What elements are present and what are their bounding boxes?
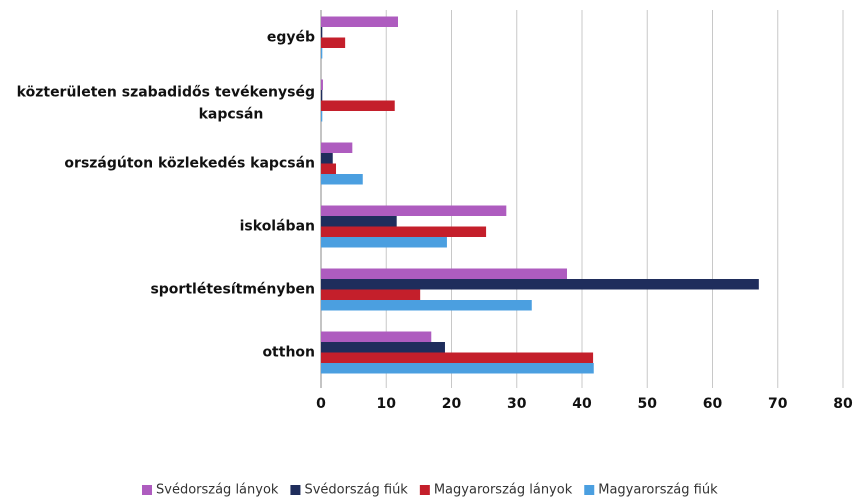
x-tick-label: 30 (507, 396, 527, 412)
x-tick-label: 10 (377, 396, 397, 412)
y-tick-label: egyéb (267, 30, 315, 46)
legend-swatch (290, 485, 301, 495)
x-tick-label: 40 (572, 396, 592, 412)
bar (321, 27, 323, 38)
y-tick-label: sportlétesítményben (150, 282, 315, 298)
legend-swatch (419, 485, 430, 495)
bar (321, 352, 594, 363)
x-tick-label: 60 (703, 396, 723, 412)
bar (321, 331, 432, 342)
bar (321, 100, 395, 111)
bar (321, 79, 323, 90)
bar (321, 174, 363, 185)
bar (321, 363, 594, 374)
bar (321, 153, 333, 164)
y-tick-label: iskolában (240, 219, 315, 235)
bar (321, 237, 447, 248)
legend-label: Svédország lányok (156, 483, 279, 498)
bar (321, 16, 398, 27)
x-tick-label: 50 (638, 396, 658, 412)
y-tick-label: országúton közlekedés kapcsán (64, 156, 315, 172)
bar (321, 163, 337, 174)
x-tick-label: 70 (768, 396, 788, 412)
legend-label: Svédország fiúk (304, 483, 408, 498)
x-tick-label: 80 (833, 396, 853, 412)
bar (321, 48, 323, 59)
bar (321, 268, 567, 279)
bar (321, 279, 759, 290)
bar (321, 300, 532, 311)
y-tick-label: otthon (262, 345, 315, 361)
legend-label: Magyarország fiúk (598, 483, 718, 498)
y-tick-label: közterületen szabadidős tevékenység kapcs… (17, 85, 315, 123)
bar (321, 111, 323, 122)
bar (321, 90, 323, 101)
legend-swatch (584, 485, 595, 495)
x-tick-label: 0 (316, 396, 326, 412)
legend-swatch (142, 485, 152, 495)
bar (321, 342, 445, 353)
bar (321, 216, 397, 227)
bar (321, 289, 421, 300)
bar (321, 226, 487, 237)
bar (321, 142, 353, 153)
bar (321, 37, 346, 48)
legend-label: Magyarország lányok (434, 483, 573, 498)
bar (321, 205, 507, 216)
x-tick-label: 20 (442, 396, 462, 412)
